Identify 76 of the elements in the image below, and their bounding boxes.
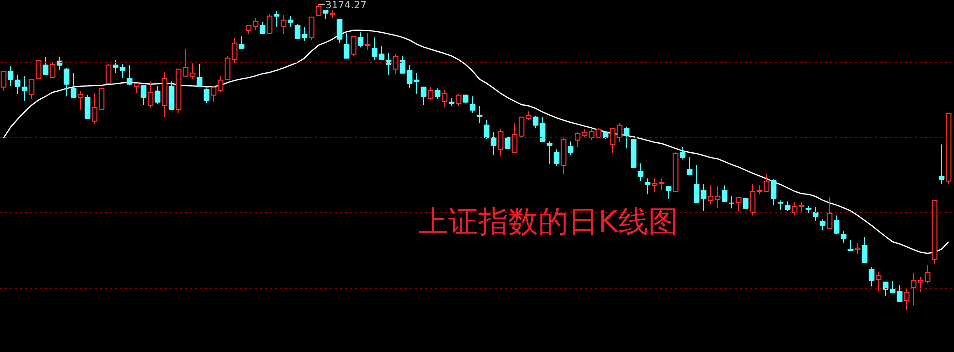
candlestick	[350, 36, 357, 58]
candlestick	[784, 201, 791, 212]
candlestick	[64, 68, 70, 98]
candlestick	[274, 11, 280, 28]
candlestick	[904, 288, 910, 312]
candlestick	[938, 144, 945, 185]
candlestick	[820, 219, 826, 232]
candlestick	[36, 60, 42, 80]
candlestick	[742, 198, 749, 210]
candlestick	[686, 157, 693, 176]
candlestick	[840, 231, 847, 244]
annotation: 3174.27	[325, 0, 367, 12]
candlestick	[736, 197, 742, 212]
candlestick	[778, 200, 784, 211]
candlestick	[42, 56, 49, 76]
candlestick	[84, 94, 91, 120]
candlestick	[644, 178, 651, 196]
candlestick	[154, 86, 161, 106]
candlestick	[770, 179, 777, 206]
candlestick	[568, 141, 574, 156]
candlestick	[848, 240, 854, 252]
candlestick	[364, 33, 371, 51]
candlestick	[28, 78, 35, 100]
candlestick	[456, 94, 462, 107]
candlestick	[498, 128, 504, 158]
candlestick	[134, 82, 140, 94]
candlestick	[260, 22, 266, 35]
candlestick	[336, 18, 343, 44]
candlestick	[862, 236, 868, 264]
candlestick	[728, 196, 735, 210]
candlestick	[834, 215, 840, 236]
candlestick	[392, 54, 399, 76]
candlestick	[490, 132, 497, 156]
candlestick	[238, 36, 245, 50]
candlestick	[504, 137, 511, 150]
candlestick	[868, 266, 875, 288]
candlestick	[854, 243, 861, 256]
candlestick	[624, 127, 630, 150]
candlestick	[470, 96, 476, 114]
candlestick	[344, 33, 350, 59]
candlestick	[316, 4, 322, 16]
candlestick	[148, 82, 154, 110]
candlestick	[308, 16, 315, 42]
candlestick	[78, 90, 84, 111]
candlestick	[288, 16, 294, 28]
candlestick	[14, 74, 21, 95]
candlestick	[358, 32, 364, 48]
candlestick	[442, 90, 448, 108]
candlestick	[280, 15, 287, 35]
candlestick	[8, 66, 14, 88]
candlestick	[812, 206, 819, 222]
candlestick	[266, 14, 273, 34]
candlestick	[638, 163, 644, 182]
candlestick	[386, 52, 392, 76]
candlestick	[204, 88, 210, 104]
candlestick	[434, 88, 441, 100]
candlestick	[554, 149, 560, 167]
candlestick	[428, 86, 434, 102]
candlestick	[50, 62, 56, 80]
candlestick	[196, 64, 203, 88]
candlestick	[476, 106, 483, 124]
candlestick	[722, 185, 728, 202]
candlestick	[826, 197, 833, 230]
text: 上证指数的日K线图	[418, 205, 678, 240]
candlestick	[680, 146, 686, 160]
candlestick	[140, 85, 147, 106]
candlestick	[70, 72, 77, 98]
candlestick	[420, 86, 427, 106]
candlestick	[22, 76, 28, 102]
candlestick	[876, 272, 882, 292]
candlestick	[666, 186, 672, 200]
candlestick	[168, 81, 175, 111]
candlestick	[126, 64, 133, 86]
candlestick	[546, 141, 553, 166]
candlestick	[484, 120, 490, 140]
candlestick	[106, 64, 112, 84]
